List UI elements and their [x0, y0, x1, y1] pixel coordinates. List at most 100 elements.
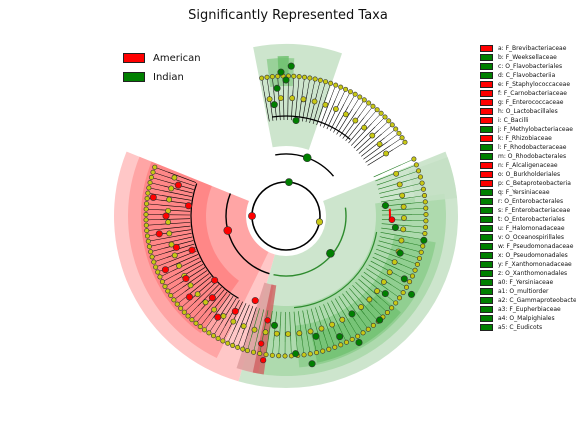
- taxa-legend-swatch: [480, 270, 493, 277]
- taxa-legend-swatch: [480, 207, 493, 214]
- taxa-legend-swatch: [480, 306, 493, 313]
- leaf-node: [384, 310, 390, 316]
- leaf-node: [151, 259, 157, 265]
- indian-node: [391, 223, 399, 231]
- taxa-legend-item: p: C_Betaproteobacteria: [480, 179, 576, 188]
- taxa-legend-label: d: C_Flavobacteriia: [498, 72, 556, 79]
- tree-branch: [363, 141, 388, 160]
- leaf-node: [220, 338, 226, 344]
- tree-branch: [319, 98, 332, 127]
- taxa-legend-swatch: [480, 297, 493, 304]
- branch-node: [285, 331, 291, 337]
- leaf-node: [413, 162, 419, 168]
- taxa-legend-label: u: F_Halomonadaceae: [498, 225, 565, 232]
- tree-branch: [339, 111, 357, 137]
- leaf-node: [332, 344, 338, 350]
- tree-branch: [353, 126, 376, 149]
- leaf-node: [276, 353, 282, 359]
- american-node: [251, 297, 259, 305]
- tree-branch: [312, 95, 322, 124]
- leaf-node: [174, 301, 180, 307]
- tree-branch: [336, 108, 353, 135]
- indian-node: [273, 84, 281, 92]
- leaf-node: [338, 84, 344, 90]
- taxa-legend-label: y: F_Xanthomonadaceae: [498, 261, 572, 268]
- taxa-legend-item: a0: F_Yersiniaceae: [480, 278, 576, 287]
- american-node: [258, 340, 265, 347]
- taxa-legend-item: u: F_Halomonadaceae: [480, 224, 576, 233]
- legend-swatch-american: [123, 53, 145, 63]
- branch-node: [165, 219, 172, 226]
- leaf-node: [159, 279, 165, 285]
- branch-node: [398, 237, 405, 244]
- taxa-legend-item: w: F_Pseudomonadaceae: [480, 242, 576, 251]
- american-node: [264, 317, 271, 324]
- tree-branch: [342, 293, 361, 319]
- tree-branch: [162, 236, 193, 244]
- branch-node: [289, 95, 296, 102]
- american-node: [188, 246, 196, 254]
- branch-node: [369, 132, 376, 139]
- taxa-legend-item: e: F_Staphylococcaceae: [480, 80, 576, 89]
- leaf-node: [333, 82, 339, 88]
- taxa-legend-item: g: F_Enterococcaceae: [480, 98, 576, 107]
- leaf-node: [314, 350, 320, 356]
- leaf-node: [423, 212, 429, 218]
- leaf-node: [378, 110, 384, 116]
- branch-node: [366, 296, 373, 303]
- branch-node: [171, 252, 178, 259]
- tree-branch: [293, 311, 297, 342]
- tree-branch: [291, 90, 294, 121]
- taxa-legend-item: y: F_Xanthomonadaceae: [480, 260, 576, 269]
- indian-node: [396, 249, 404, 257]
- tree-branch: [310, 308, 320, 338]
- taxa-legend-item: t: O_Enterobacteriales: [480, 215, 576, 224]
- tree-branch: [351, 123, 372, 146]
- branch-node: [251, 326, 258, 333]
- taxa-legend-item: f: F_Carnobacteriaceae: [480, 89, 576, 98]
- tree-branch: [233, 303, 247, 331]
- american-node: [155, 230, 163, 238]
- american-node: [162, 212, 170, 220]
- taxa-legend-label: j: F_Methylobacteriaceae: [498, 126, 573, 133]
- taxa-legend-swatch: [480, 72, 493, 79]
- tree-branch: [164, 240, 194, 249]
- tree-branch: [352, 285, 374, 308]
- leaf-node: [421, 193, 427, 199]
- tree-branch: [327, 302, 341, 330]
- branch-node: [396, 181, 403, 188]
- branch-node: [300, 96, 307, 103]
- chart-title: Significantly Represented Taxa: [188, 8, 388, 23]
- leaf-node: [393, 126, 399, 132]
- tree-branch: [326, 101, 340, 130]
- tree-branch: [358, 278, 382, 299]
- tree-branch: [375, 248, 405, 260]
- american-node: [149, 193, 157, 201]
- leaf-node: [148, 249, 154, 255]
- taxa-legend-item: x: O_Pseudomonadales: [480, 251, 576, 260]
- tree-root-ring: [251, 181, 321, 251]
- tree-branch: [361, 275, 385, 295]
- tree-branch: [361, 137, 385, 157]
- taxa-legend-label: h: O_Lactobacillales: [498, 108, 558, 115]
- taxa-legend-label: t: O_Enterobacteriales: [498, 216, 565, 223]
- branch-node: [168, 185, 175, 192]
- leaf-node: [343, 339, 349, 345]
- tree-branch: [194, 281, 217, 303]
- leaf-node: [365, 326, 371, 332]
- leaf-node: [417, 174, 423, 180]
- leaf-node: [143, 222, 149, 228]
- tree-branch: [162, 233, 192, 240]
- tree-branch: [378, 180, 408, 190]
- taxa-legend-item: k: F_Rhizobiaceae: [480, 134, 576, 143]
- leaf-node: [171, 297, 177, 303]
- tree-branch: [365, 145, 391, 163]
- tree-branch: [331, 300, 346, 328]
- tree-branch: [279, 311, 282, 342]
- leaf-node: [144, 201, 150, 207]
- taxa-legend-swatch: [480, 108, 493, 115]
- taxa-legend-label: z: O_Xanthomonadales: [498, 270, 568, 277]
- tree-branch: [204, 289, 225, 313]
- tree-branch: [298, 311, 303, 341]
